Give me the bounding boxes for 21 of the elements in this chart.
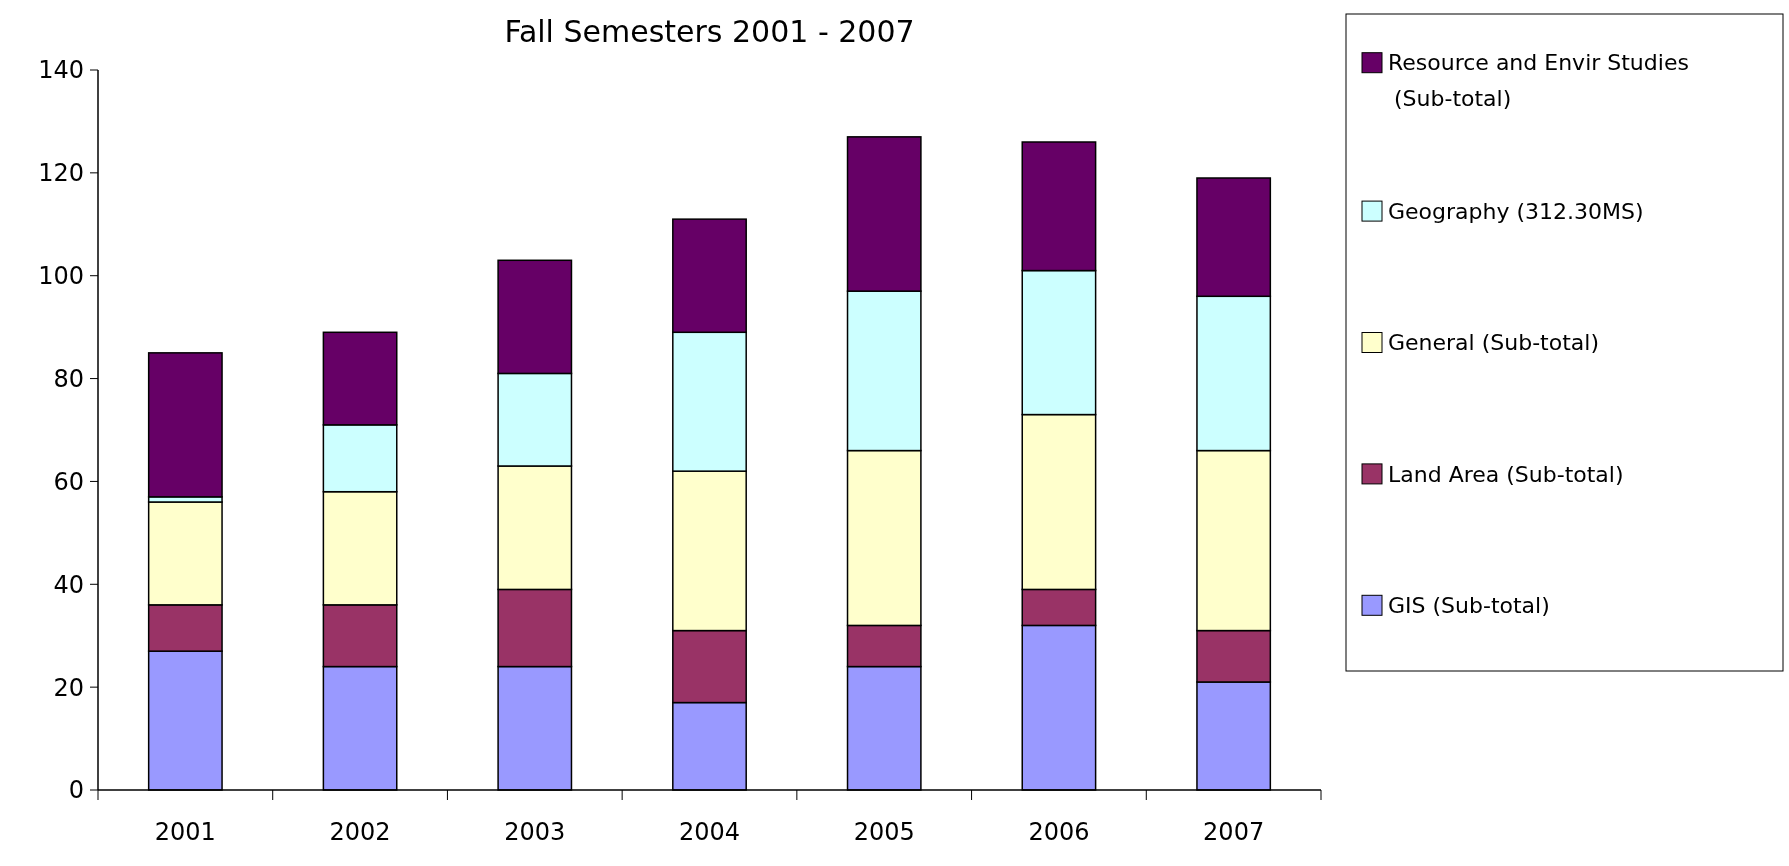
legend-label: Resource and Envir Studies (Sub-total) xyxy=(1388,50,1689,112)
chart-title: Fall Semesters 2001 - 2007 xyxy=(504,14,915,49)
y-tick-label: 80 xyxy=(53,364,84,393)
y-tick-label: 140 xyxy=(38,56,84,85)
legend-label: Geography (312.30MS) xyxy=(1388,198,1644,224)
y-tick-label: 20 xyxy=(53,673,84,702)
x-tick-label: 2004 xyxy=(678,818,741,846)
x-tick-label: 2006 xyxy=(1028,818,1090,846)
y-tick-label: 120 xyxy=(38,159,84,188)
legend-label: GIS (Sub-total) xyxy=(1388,593,1550,618)
x-tick-label: 2005 xyxy=(853,818,915,846)
legend-label: General (Sub-total) xyxy=(1388,330,1599,356)
y-tick-label: 40 xyxy=(53,570,84,599)
x-tick-label: 2002 xyxy=(329,818,391,846)
x-tick-label: 2003 xyxy=(504,818,566,846)
y-tick-label: 100 xyxy=(38,262,84,291)
y-tick-label: 60 xyxy=(53,467,84,496)
x-tick-label: 2001 xyxy=(154,818,216,846)
x-tick-label: 2007 xyxy=(1203,818,1265,846)
y-tick-label: 0 xyxy=(68,776,84,805)
legend-label: Land Area (Sub-total) xyxy=(1388,461,1624,487)
